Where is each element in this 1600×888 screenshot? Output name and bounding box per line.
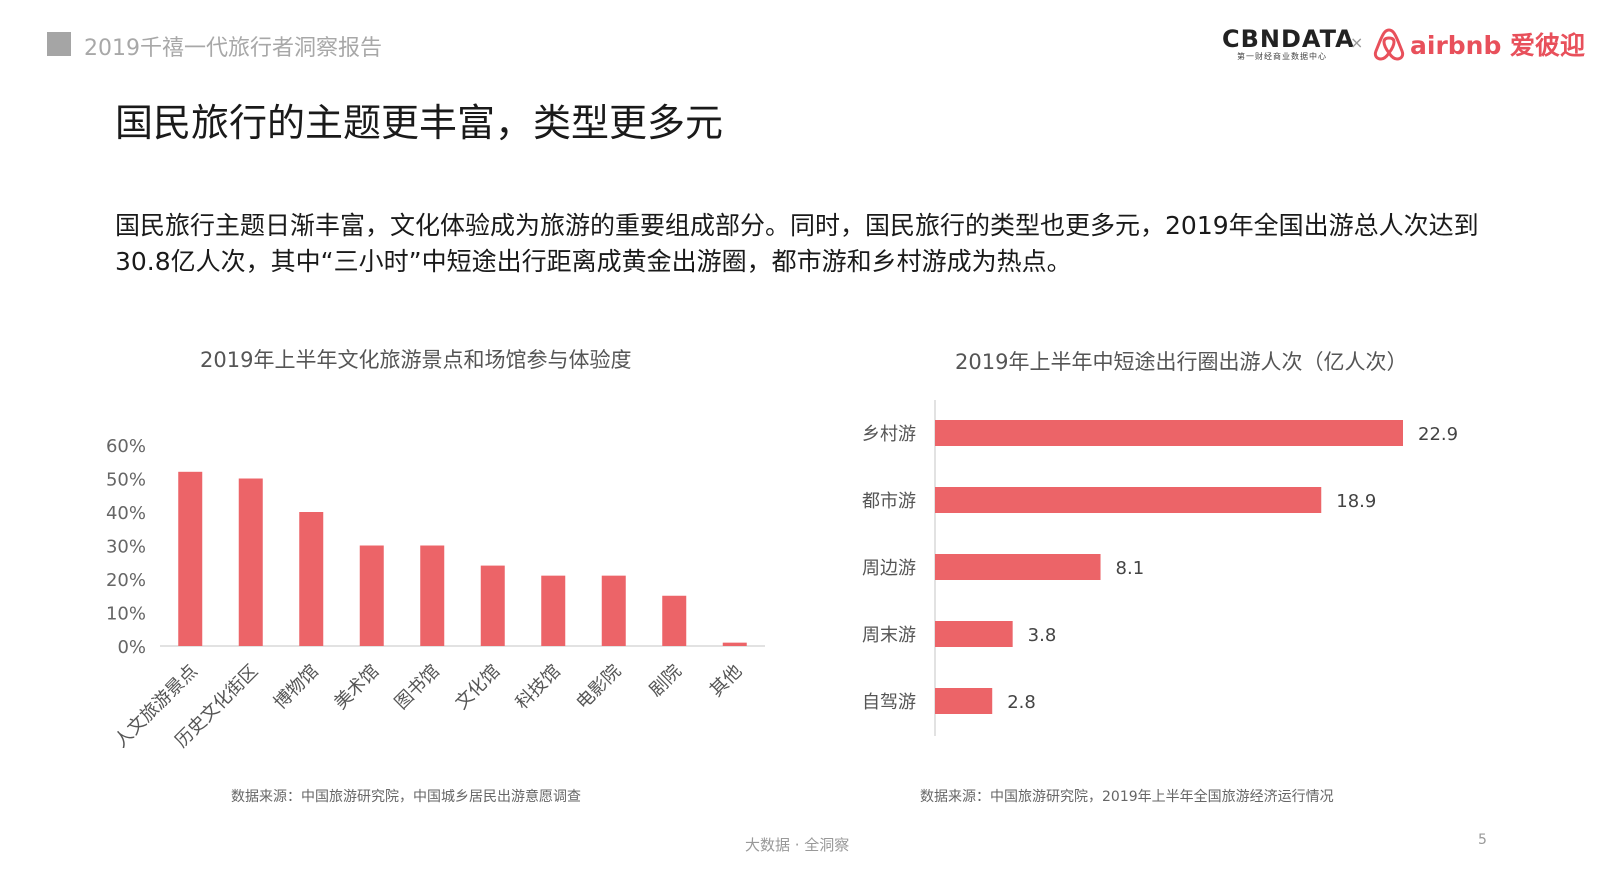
bar bbox=[480, 565, 505, 646]
data-label: 22.9 bbox=[1418, 424, 1458, 445]
data-label: 8.1 bbox=[1116, 558, 1145, 579]
y-tick-label: 60% bbox=[106, 436, 146, 457]
chart1-title: 2019年上半年文化旅游景点和场馆参与体验度 bbox=[200, 348, 632, 372]
bar bbox=[935, 621, 1013, 647]
airbnb-belo-icon bbox=[1373, 28, 1405, 61]
y-tick-label: 周末游 bbox=[862, 625, 916, 646]
bar bbox=[359, 545, 384, 646]
report-title: 2019千禧一代旅行者洞察报告 bbox=[84, 36, 382, 61]
bar bbox=[662, 595, 687, 646]
data-label: 18.9 bbox=[1336, 491, 1376, 512]
cbndata-logo-subtext: 第一财经商业数据中心 bbox=[1237, 52, 1327, 61]
bar bbox=[722, 642, 747, 646]
y-tick-label: 乡村游 bbox=[862, 424, 916, 445]
y-tick-label: 30% bbox=[106, 537, 146, 558]
bar bbox=[541, 575, 566, 646]
bar bbox=[420, 545, 445, 646]
bar bbox=[601, 575, 626, 646]
footer-brand: 大数据 · 全洞察 bbox=[745, 836, 850, 854]
chart2-source: 数据来源：中国旅游研究院，2019年上半年全国旅游经济运行情况 bbox=[920, 789, 1334, 805]
y-tick-label: 周边游 bbox=[862, 558, 916, 579]
bar bbox=[935, 554, 1101, 580]
logo-separator: × bbox=[1350, 33, 1364, 52]
y-tick-label: 50% bbox=[106, 470, 146, 491]
page-heading: 国民旅行的主题更丰富，类型更多元 bbox=[115, 101, 724, 145]
chart2-title: 2019年上半年中短途出行圈出游人次（亿人次） bbox=[955, 350, 1408, 374]
y-tick-label: 40% bbox=[106, 503, 146, 524]
y-tick-label: 0% bbox=[117, 637, 146, 658]
data-label: 3.8 bbox=[1028, 625, 1057, 646]
chart1-source: 数据来源：中国旅游研究院，中国城乡居民出游意愿调查 bbox=[231, 789, 581, 805]
airbnb-logo-text: airbnb 爱彼迎 bbox=[1410, 31, 1586, 60]
y-tick-label: 自驾游 bbox=[862, 692, 916, 713]
bar bbox=[935, 688, 993, 714]
header-square-icon bbox=[47, 32, 71, 56]
bar bbox=[178, 471, 203, 646]
bar bbox=[935, 487, 1322, 513]
intro-paragraph: 国民旅行主题日渐丰富，文化体验成为旅游的重要组成部分。同时，国民旅行的类型也更多… bbox=[115, 211, 1479, 276]
cbndata-logo-text: CBNDATA bbox=[1222, 25, 1355, 53]
y-tick-label: 10% bbox=[106, 604, 146, 625]
bar bbox=[299, 512, 324, 646]
y-tick-label: 都市游 bbox=[862, 491, 916, 512]
cbndata-logo: CBNDATA 第一财经商业数据中心 bbox=[1222, 25, 1355, 62]
data-label: 2.8 bbox=[1007, 692, 1036, 713]
bar bbox=[935, 420, 1403, 446]
page-number: 5 bbox=[1478, 832, 1487, 848]
bar bbox=[238, 478, 263, 646]
airbnb-logo: airbnb 爱彼迎 bbox=[1372, 24, 1585, 64]
y-tick-label: 20% bbox=[106, 570, 146, 591]
